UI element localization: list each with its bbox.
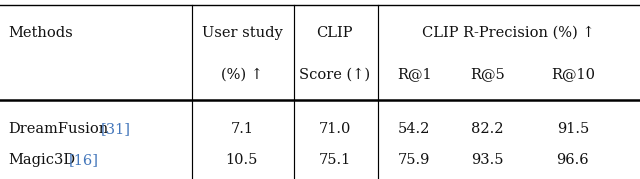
Text: Score (↑): Score (↑) xyxy=(299,67,371,81)
Text: 54.2: 54.2 xyxy=(398,122,430,136)
Text: 96.6: 96.6 xyxy=(557,153,589,167)
Text: R@10: R@10 xyxy=(551,67,595,81)
Text: Methods: Methods xyxy=(8,26,73,40)
Text: [31]: [31] xyxy=(100,122,131,136)
Text: 71.0: 71.0 xyxy=(319,122,351,136)
Text: 93.5: 93.5 xyxy=(472,153,504,167)
Text: R@1: R@1 xyxy=(397,67,431,81)
Text: [16]: [16] xyxy=(68,153,99,167)
Text: 75.9: 75.9 xyxy=(398,153,430,167)
Text: DreamFusion: DreamFusion xyxy=(8,122,109,136)
Text: R@5: R@5 xyxy=(470,67,505,81)
Text: 91.5: 91.5 xyxy=(557,122,589,136)
Text: (%) ↑: (%) ↑ xyxy=(221,67,263,81)
Text: Magic3D: Magic3D xyxy=(8,153,76,167)
Text: 10.5: 10.5 xyxy=(226,153,258,167)
Text: CLIP: CLIP xyxy=(316,26,353,40)
Text: CLIP R-Precision (%) ↑: CLIP R-Precision (%) ↑ xyxy=(422,26,595,40)
Text: User study: User study xyxy=(202,26,282,40)
Text: 7.1: 7.1 xyxy=(230,122,253,136)
Text: 75.1: 75.1 xyxy=(319,153,351,167)
Text: 82.2: 82.2 xyxy=(472,122,504,136)
